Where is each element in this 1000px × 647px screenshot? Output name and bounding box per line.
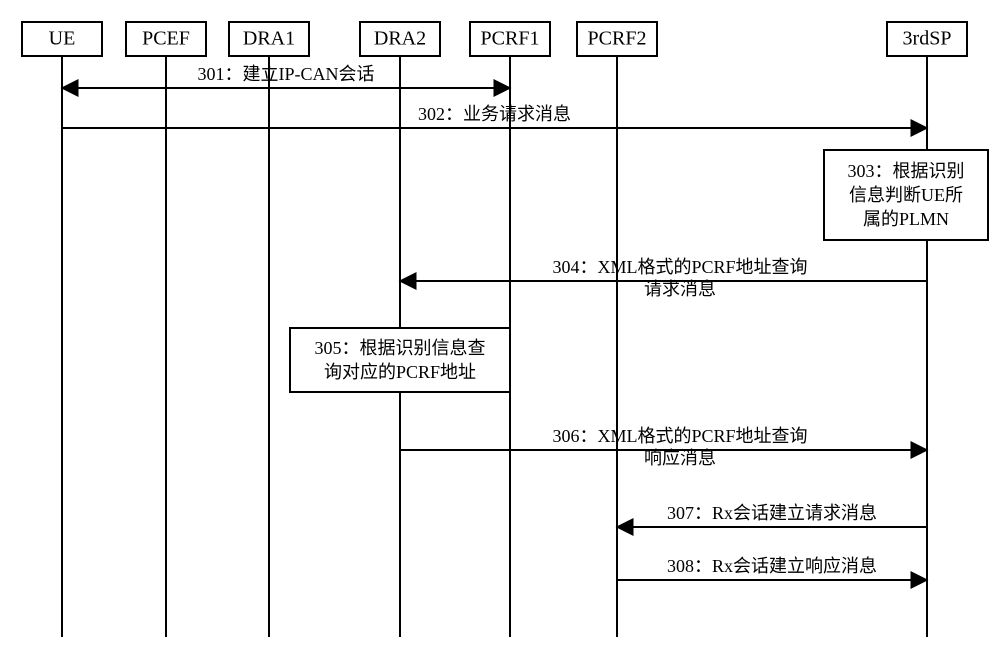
- note-label-n303: 303：根据识别信息判断UE所属的PLMN: [848, 161, 965, 229]
- message-label-m301: 301：建立IP-CAN会话: [197, 64, 374, 84]
- note-n303: 303：根据识别信息判断UE所属的PLMN: [824, 150, 988, 240]
- message-label-m306: 306：XML格式的PCRF地址查询响应消息: [552, 426, 807, 468]
- message-label-m302: 302：业务请求消息: [418, 104, 571, 124]
- actor-ue: UE: [22, 22, 102, 637]
- actor-label-pcrf1: PCRF1: [481, 28, 540, 50]
- actor-label-pcef: PCEF: [142, 28, 190, 50]
- actor-label-ue: UE: [49, 28, 76, 50]
- actor-label-dra1: DRA1: [243, 28, 295, 50]
- message-m301: 301：建立IP-CAN会话: [62, 64, 510, 88]
- actor-3rdsp: 3rdSP: [887, 22, 967, 637]
- message-m307: 307：Rx会话建立请求消息: [617, 503, 927, 527]
- actor-label-dra2: DRA2: [374, 28, 426, 50]
- actor-pcef: PCEF: [126, 22, 206, 637]
- message-m308: 308：Rx会话建立响应消息: [617, 556, 927, 580]
- message-label-m308: 308：Rx会话建立响应消息: [667, 556, 877, 576]
- message-m302: 302：业务请求消息: [62, 104, 927, 128]
- message-m304: 304：XML格式的PCRF地址查询请求消息: [400, 257, 927, 299]
- actor-pcrf2: PCRF2: [577, 22, 657, 637]
- message-label-m304: 304：XML格式的PCRF地址查询请求消息: [552, 257, 807, 299]
- actor-label-3rdsp: 3rdSP: [903, 28, 952, 50]
- message-m306: 306：XML格式的PCRF地址查询响应消息: [400, 426, 927, 468]
- note-n305: 305：根据识别信息查询对应的PCRF地址: [290, 328, 510, 392]
- message-label-m307: 307：Rx会话建立请求消息: [667, 503, 877, 523]
- actor-label-pcrf2: PCRF2: [588, 28, 647, 50]
